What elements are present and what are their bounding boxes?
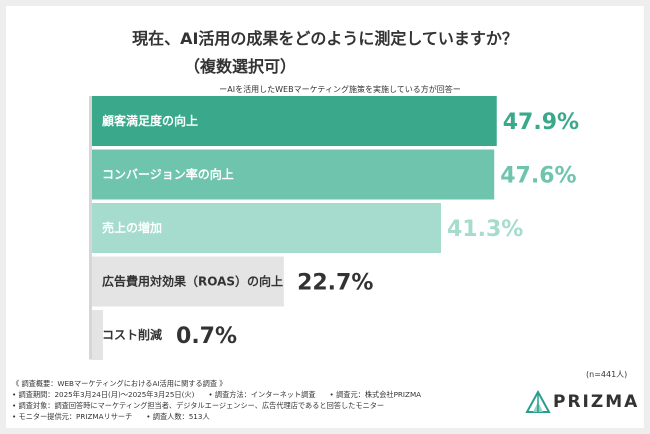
survey-target: • 調査対象：調査回答時にマーケティング担当者、デジタルエージェンシー、広告代理… — [12, 401, 385, 410]
chart-title: 現在、AI活用の成果をどのように測定していますか？ — [132, 29, 518, 48]
bar-category-label: 広告費用対効果（ROAS）の向上 — [102, 274, 283, 289]
bar-value-label: 47.9% — [503, 110, 579, 135]
monitor-provider: • モニター提供元：PRIZMAリサーチ — [12, 412, 133, 421]
bar-category-label: コンバージョン率の向上 — [102, 167, 234, 182]
survey-footer: 《 調査概要：WEBマーケティングにおけるAI活用に関する調査 》 • 調査期間… — [12, 378, 482, 422]
bar-value-label: 41.3% — [447, 217, 523, 242]
survey-provider-count: • モニター提供元：PRIZMAリサーチ • 調査人数：513人 — [12, 411, 482, 422]
bar-category-label: 売上の増加 — [102, 220, 162, 235]
prism-mountain-icon — [525, 389, 551, 413]
bar — [92, 149, 495, 200]
survey-period-method-source: • 調査期間：2025年3月24日(月)〜2025年3月25日(火) • 調査方法… — [12, 389, 482, 400]
respondent-note: ーAIを活用したWEBマーケティング施策を実施している方が回答ー — [219, 85, 461, 94]
survey-method: • 調査方法：インターネット調査 — [208, 390, 316, 399]
bar-value-label: 0.7% — [176, 324, 237, 349]
bar — [92, 310, 103, 360]
bar — [92, 203, 441, 253]
bar-category-label: 顧客満足度の向上 — [102, 113, 198, 128]
axis-line — [89, 96, 92, 360]
bar-category-label: コスト削減 — [102, 327, 162, 342]
bar — [92, 96, 497, 146]
bar-value-label: 47.6% — [500, 164, 576, 189]
sample-size-label: (n=441人) — [586, 370, 628, 379]
survey-count: • 調査人数：513人 — [146, 412, 210, 421]
logo-text: PRIZMA — [553, 392, 640, 412]
survey-overview: 《 調査概要：WEBマーケティングにおけるAI活用に関する調査 》 — [12, 379, 227, 388]
chart-subtitle: （複数選択可） — [183, 57, 296, 76]
prizma-logo: PRIZMA — [525, 389, 645, 416]
bar-value-label: 22.7% — [297, 271, 373, 296]
bar — [92, 256, 284, 307]
survey-period: • 調査期間：2025年3月24日(月)〜2025年3月25日(火) — [12, 390, 195, 399]
survey-source: • 調査元：株式会社PRIZMA — [329, 390, 422, 399]
